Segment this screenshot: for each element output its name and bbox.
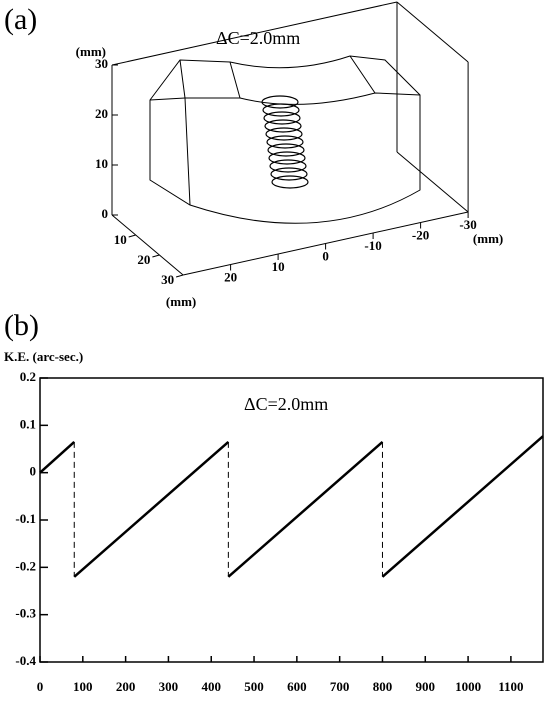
z-tick-label: 10 xyxy=(95,156,108,171)
z-tick-label: 30 xyxy=(95,56,108,71)
z-axis-label: (mm) xyxy=(76,44,106,59)
x-tick-label: 500 xyxy=(244,679,264,694)
y-tick-label: 0.2 xyxy=(20,369,36,384)
box-edge xyxy=(396,151,469,213)
crystal-edge xyxy=(149,92,421,105)
panel-label: (a) xyxy=(4,3,37,36)
annotation: ΔC=2.0mm xyxy=(216,28,300,48)
crystal-edge xyxy=(179,55,376,206)
y-tick-label: 20 xyxy=(224,269,237,284)
x-tick xyxy=(175,274,184,278)
line-series xyxy=(73,440,230,578)
y-tick-label: 0 xyxy=(30,464,37,479)
y-axis-label: K.E. (arc-sec.) xyxy=(4,349,83,364)
x-tick-label: 800 xyxy=(373,679,393,694)
y-tick-label: -30 xyxy=(459,217,476,232)
x-tick-label: 700 xyxy=(330,679,350,694)
annotation: ΔC=2.0mm xyxy=(244,394,328,414)
x-tick-label: 900 xyxy=(416,679,436,694)
x-tick-label: 600 xyxy=(287,679,307,694)
x-tick-label: 1100 xyxy=(498,679,523,694)
box-edge xyxy=(396,1,469,63)
x-tick-label: 20 xyxy=(137,252,150,267)
x-tick-label: 100 xyxy=(73,679,93,694)
y-tick-label: 0 xyxy=(322,248,329,263)
z-tick-label: 0 xyxy=(102,206,109,221)
line-series xyxy=(227,440,384,578)
panel-label: (b) xyxy=(4,309,39,342)
x-tick-label: 30 xyxy=(161,272,174,287)
coil xyxy=(261,95,309,189)
y-tick-label: -10 xyxy=(364,238,381,253)
x-tick-label: 400 xyxy=(201,679,221,694)
x-tick-label: 300 xyxy=(159,679,179,694)
x-tick-label: 10 xyxy=(114,232,127,247)
box-edge xyxy=(111,1,398,66)
x-tick xyxy=(128,234,136,238)
x-tick xyxy=(152,254,160,258)
y-tick-label: -0.4 xyxy=(15,653,36,668)
z-tick-label: 20 xyxy=(95,106,108,121)
y-tick-label: -0.2 xyxy=(15,558,36,573)
y-axis-label: (mm) xyxy=(473,231,503,246)
y-tick-label: 0.1 xyxy=(20,416,36,431)
y-tick-label: -0.3 xyxy=(15,606,36,621)
y-tick-label: -20 xyxy=(412,227,429,242)
x-tick-label: 1000 xyxy=(455,679,481,694)
x-axis-label: (mm) xyxy=(166,294,196,309)
y-tick-label: 10 xyxy=(272,259,285,274)
x-tick-label: 0 xyxy=(37,679,44,694)
crystal-outline xyxy=(149,55,421,224)
x-tick-label: 200 xyxy=(116,679,136,694)
y-tick-label: -0.1 xyxy=(15,511,36,526)
crystal xyxy=(149,55,421,224)
box-edge xyxy=(111,214,184,276)
line-series xyxy=(39,440,76,474)
line-series xyxy=(381,435,544,578)
